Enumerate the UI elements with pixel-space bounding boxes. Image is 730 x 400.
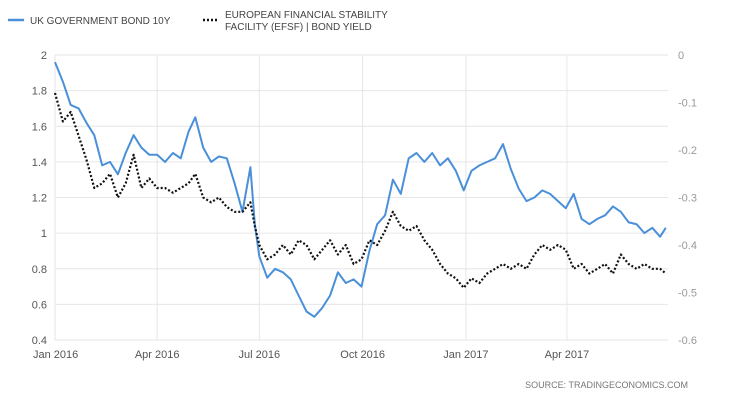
y-right-tick-label: -0.6: [678, 335, 697, 347]
y-left-tick-label: 1.2: [32, 193, 47, 205]
y-left-tick-label: 1.8: [32, 86, 47, 98]
y-right-tick-label: -0.4: [678, 240, 697, 252]
x-axis: Jan 2016 Apr 2016 Jul 2016 Oct 2016 Jan 2017…: [33, 349, 589, 361]
y-left-tick-label: 1: [41, 228, 47, 240]
legend-label-uk-bond[interactable]: UK GOVERNMENT BOND 10Y: [30, 16, 171, 27]
y-left-tick-label: 2: [41, 50, 47, 62]
legend: UK GOVERNMENT BOND 10Y EUROPEAN FINANCIA…: [8, 10, 390, 33]
x-tick-label: Apr 2016: [135, 349, 180, 361]
x-tick-label: Jan 2016: [33, 349, 78, 361]
y-right-tick-label: -0.2: [678, 145, 697, 157]
y-axis-left: 0.4 0.6 0.8 1 1.2 1.4 1.6 1.8 2: [32, 50, 47, 347]
y-right-tick-label: -0.3: [678, 193, 697, 205]
x-tick-label: Oct 2016: [340, 349, 385, 361]
y-right-tick-label: 0: [678, 50, 684, 62]
y-left-tick-label: 0.4: [32, 335, 47, 347]
y-right-tick-label: -0.5: [678, 288, 697, 300]
grid: [54, 54, 668, 341]
legend-label-efsf-line2: FACILITY (EFSF) | BOND YIELD: [225, 22, 372, 33]
y-right-tick-label: -0.1: [678, 98, 697, 110]
series-line-uk-bond: [54, 61, 667, 318]
series-line-efsf: [53, 92, 667, 289]
x-tick-label: Apr 2017: [545, 349, 590, 361]
x-tick-label: Jul 2016: [239, 349, 281, 361]
x-tick-label: Jan 2017: [443, 349, 488, 361]
series-group: [53, 61, 667, 318]
y-axis-right: -0.6 -0.5 -0.4 -0.3 -0.2 -0.1 0: [678, 50, 697, 347]
y-left-tick-label: 1.6: [32, 121, 47, 133]
source-label: SOURCE: TRADINGECONOMICS.COM: [525, 380, 688, 390]
y-left-tick-label: 0.8: [32, 264, 47, 276]
y-left-tick-label: 0.6: [32, 299, 47, 311]
legend-label-efsf[interactable]: EUROPEAN FINANCIAL STABILITY FACILITY (E…: [225, 10, 390, 33]
legend-label-efsf-line1: EUROPEAN FINANCIAL STABILITY: [225, 10, 388, 21]
y-left-tick-label: 1.4: [32, 157, 47, 169]
